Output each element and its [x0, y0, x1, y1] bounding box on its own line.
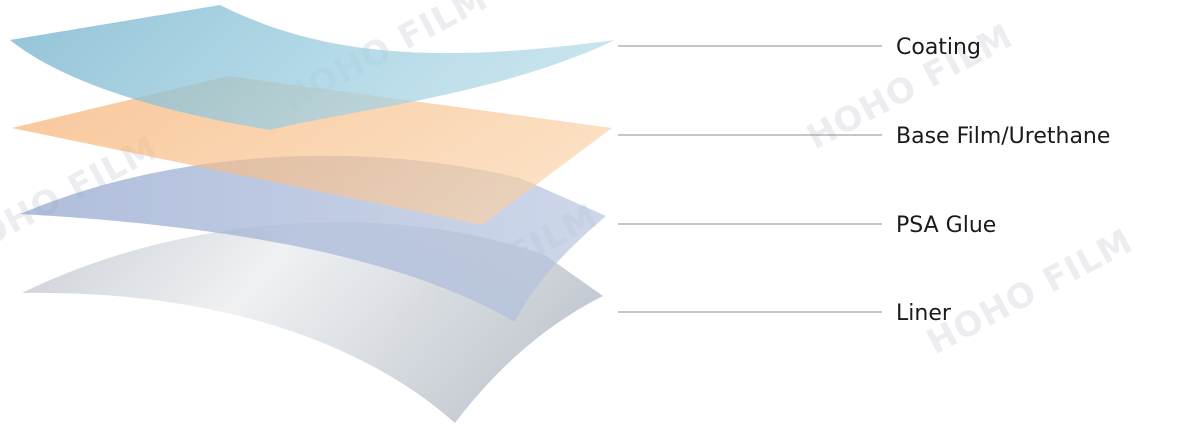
coating-label: Coating [896, 35, 981, 60]
base-film-layer [12, 76, 612, 225]
liner-label: Liner [896, 301, 952, 326]
base-film-label: Base Film/Urethane [896, 124, 1110, 149]
watermark-text: HOHO FILM [920, 221, 1139, 363]
coating-layer [10, 5, 615, 130]
psa-glue-label: PSA Glue [896, 213, 996, 238]
